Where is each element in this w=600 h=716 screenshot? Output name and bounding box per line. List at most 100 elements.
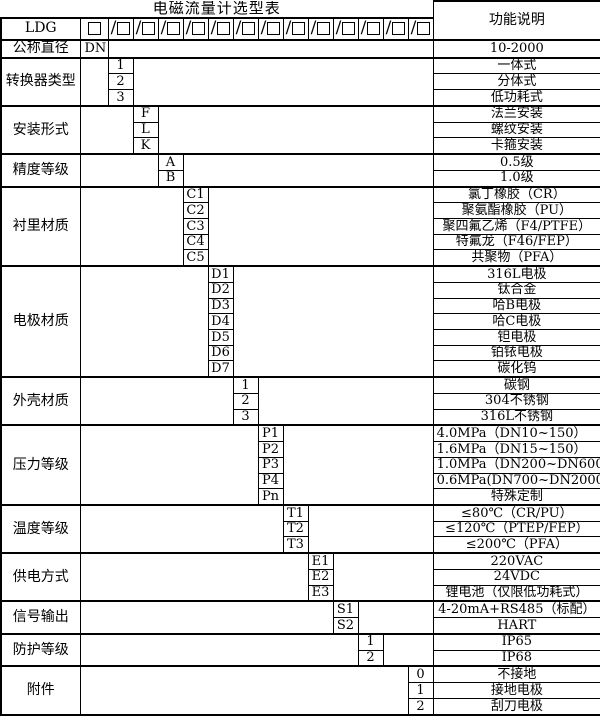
code-cell: S2 <box>332 617 359 635</box>
value-cell: 锂电池（仅限低功耗式） <box>432 584 600 602</box>
code-cell: D6 <box>207 344 234 362</box>
empty-cell <box>79 265 209 378</box>
code-box <box>367 22 381 36</box>
model-code-cell: / <box>157 17 184 41</box>
code-box <box>417 22 431 36</box>
empty-cell <box>182 153 434 188</box>
empty-cell <box>282 424 434 506</box>
slash-glyph: / <box>160 17 167 38</box>
code-cell: 0 <box>407 665 434 684</box>
value-cell: 哈B电极 <box>432 297 600 315</box>
value-cell: 聚四氟乙烯（F4/PTFE） <box>432 218 600 235</box>
code-cell: K <box>132 137 159 155</box>
value-cell: 法兰安装 <box>432 104 600 123</box>
code-box <box>142 22 156 36</box>
value-cell: 316L不锈钢 <box>432 408 600 426</box>
code-box <box>87 21 101 35</box>
empty-cell <box>357 600 434 635</box>
code-box <box>267 22 281 36</box>
slash-glyph: / <box>110 17 117 38</box>
value-cell: 316L电极 <box>432 265 600 283</box>
empty-cell <box>257 376 434 426</box>
value-cell: 0.5级 <box>432 153 600 171</box>
empty-cell <box>79 503 284 554</box>
value-cell: 1.0MPa（DN200~DN600） <box>432 456 600 474</box>
code-cell: A <box>157 153 184 171</box>
empty-cell <box>79 56 109 107</box>
category-label: 安装形式 <box>0 104 81 155</box>
code-cell: E2 <box>307 568 334 586</box>
value-cell: 分体式 <box>432 73 600 91</box>
code-cell: 1 <box>232 376 259 394</box>
code-cell: 1 <box>107 56 134 75</box>
empty-cell <box>79 185 184 267</box>
code-cell: D4 <box>207 313 234 331</box>
model-code-cell: / <box>357 17 384 41</box>
model-code-cell: / <box>232 17 259 41</box>
empty-cell <box>207 185 434 267</box>
code-cell: 2 <box>357 649 384 667</box>
code-cell: T3 <box>282 536 309 554</box>
code-cell: 1 <box>357 632 384 651</box>
model-code-cell: / <box>307 17 334 41</box>
code-box <box>117 22 131 36</box>
empty-cell <box>79 424 259 506</box>
empty-cell <box>332 552 434 602</box>
code-cell: L <box>132 121 159 139</box>
value-cell: 螺纹安装 <box>432 121 600 139</box>
category-label: 转换器类型 <box>0 56 81 107</box>
model-code-cell: / <box>282 17 309 41</box>
value-cell: 304不锈钢 <box>432 392 600 410</box>
empty-cell <box>307 503 434 554</box>
category-label: 电极材质 <box>0 265 81 378</box>
function-column-header: 功能说明 <box>432 0 600 41</box>
code-box <box>342 22 356 36</box>
code-cell: C5 <box>182 249 209 267</box>
code-cell: 3 <box>232 408 259 426</box>
value-cell: 铂铱电极 <box>432 344 600 362</box>
code-cell: S1 <box>332 600 359 619</box>
slash-glyph: / <box>185 17 192 38</box>
code-box <box>217 22 231 36</box>
code-cell: D2 <box>207 281 234 299</box>
slash-glyph: / <box>285 17 292 38</box>
code-cell: Pn <box>257 488 284 506</box>
category-label: 精度等级 <box>0 153 81 188</box>
slash-glyph: / <box>310 17 317 38</box>
code-cell: D5 <box>207 329 234 346</box>
model-code-cell: / <box>182 17 209 41</box>
model-code-cell: / <box>407 17 434 41</box>
code-cell: E3 <box>307 584 334 602</box>
category-label: 防护等级 <box>0 632 81 667</box>
category-label: 供电方式 <box>0 552 81 602</box>
code-cell: D7 <box>207 360 234 378</box>
slash-glyph: / <box>135 17 142 38</box>
code-cell: F <box>132 104 159 123</box>
empty-cell <box>79 153 159 188</box>
code-cell: B <box>157 169 184 188</box>
value-cell: ≤200℃（PFA） <box>432 536 600 554</box>
value-cell: 钽电极 <box>432 329 600 346</box>
model-code-cell: / <box>107 17 134 41</box>
value-cell: 220VAC <box>432 552 600 570</box>
empty-cell <box>79 600 334 635</box>
code-cell: D1 <box>207 265 234 283</box>
value-cell: 不接地 <box>432 665 600 684</box>
code-cell: 3 <box>107 89 134 107</box>
code-cell: C3 <box>182 218 209 235</box>
value-cell: 4-20mA+RS485（标配） <box>432 600 600 619</box>
model-code-cell: / <box>332 17 359 41</box>
value-cell: 一体式 <box>432 56 600 75</box>
empty-cell <box>79 552 309 602</box>
empty-cell <box>132 56 434 107</box>
value-cell: 特氟龙（F46/FEP） <box>432 233 600 251</box>
code-cell: C2 <box>182 202 209 220</box>
model-code-cell: / <box>257 17 284 41</box>
code-cell: T2 <box>282 520 309 538</box>
slash-glyph: / <box>360 17 367 38</box>
slash-glyph: / <box>235 17 242 38</box>
category-label: 衬里材质 <box>0 185 81 267</box>
value-cell: 24VDC <box>432 568 600 586</box>
model-code-cell <box>79 17 109 41</box>
code-cell: E1 <box>307 552 334 570</box>
